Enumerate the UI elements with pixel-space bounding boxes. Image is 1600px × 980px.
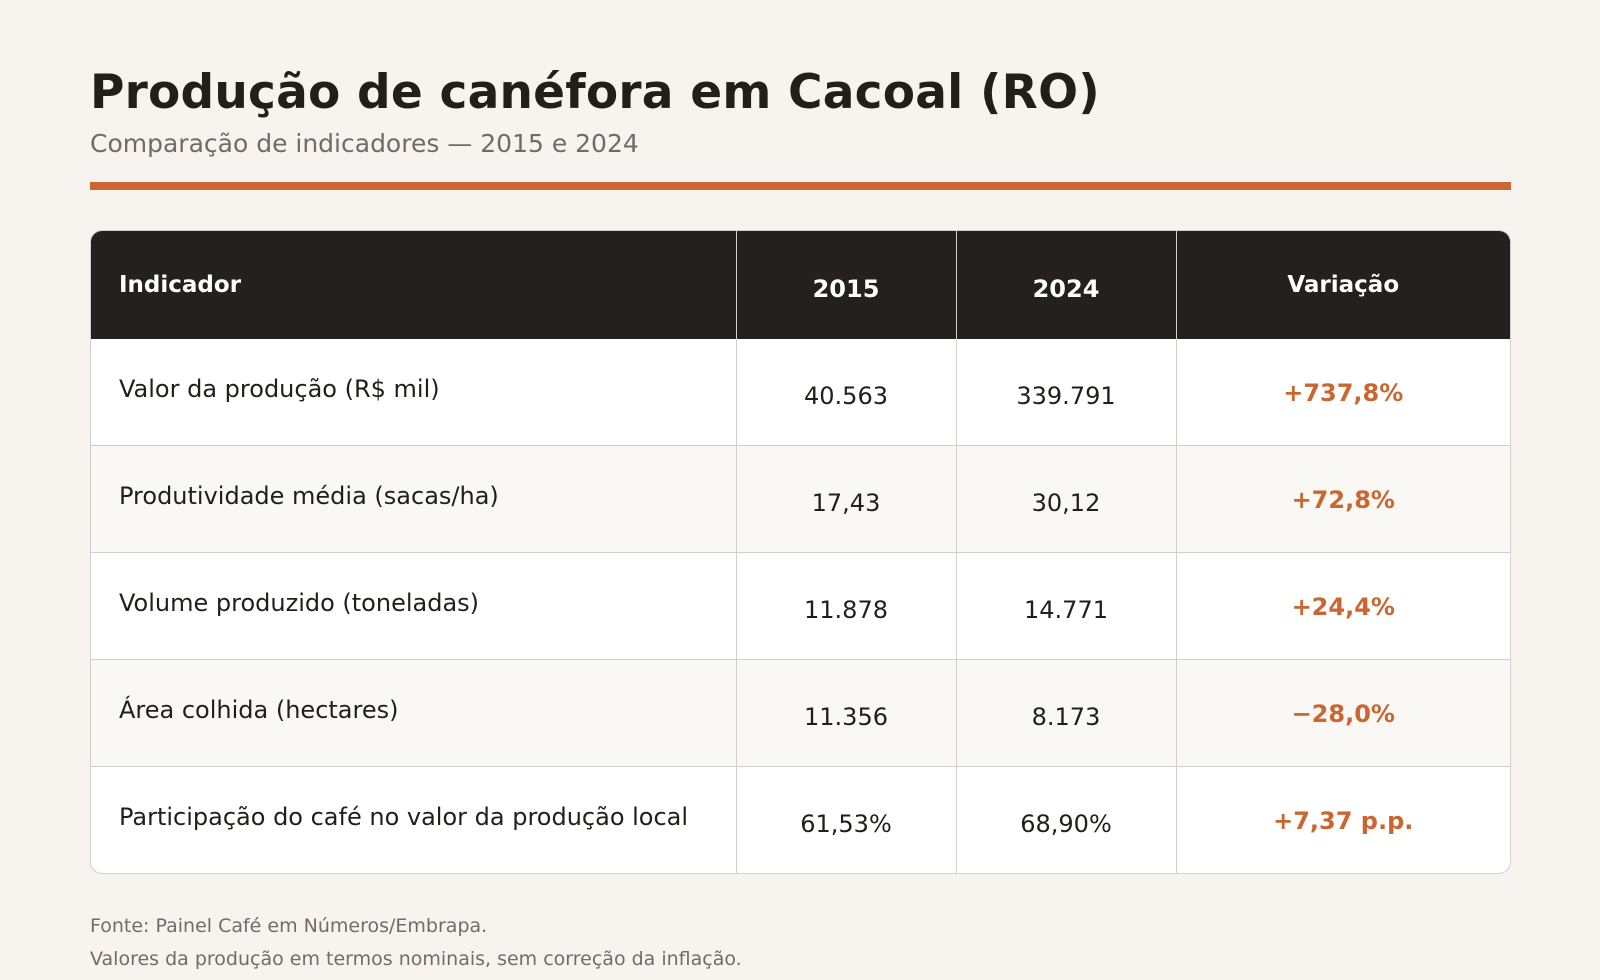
table-header-row: Indicador 2015 2024 Variação	[91, 231, 1510, 339]
column-header-2024: 2024	[955, 231, 1176, 339]
value-2024-cell: 8.173	[955, 659, 1176, 767]
page-title: Produção de canéfora em Cacoal (RO)	[90, 65, 1100, 120]
value-2015-cell: 11.356	[735, 659, 956, 767]
indicator-cell: Volume produzido (toneladas)	[91, 552, 736, 660]
table-row: Volume produzido (toneladas) 11.878 14.7…	[91, 552, 1510, 660]
page-subtitle: Comparação de indicadores — 2015 e 2024	[90, 129, 639, 158]
value-2015-cell: 17,43	[735, 445, 956, 553]
accent-rule	[90, 182, 1511, 190]
variation-cell: +24,4%	[1175, 552, 1510, 660]
value-2024-cell: 68,90%	[955, 766, 1176, 873]
value-2015-cell: 11.878	[735, 552, 956, 660]
value-2024-cell: 339.791	[955, 339, 1176, 446]
variation-cell: +72,8%	[1175, 445, 1510, 553]
table-row: Participação do café no valor da produçã…	[91, 766, 1510, 873]
column-header-indicator: Indicador	[91, 231, 736, 339]
table-row: Produtividade média (sacas/ha) 17,43 30,…	[91, 445, 1510, 553]
indicator-cell: Participação do café no valor da produçã…	[91, 766, 736, 873]
value-2024-cell: 30,12	[955, 445, 1176, 553]
source-note: Fonte: Painel Café em Números/Embrapa.	[90, 915, 488, 937]
variation-cell: +737,8%	[1175, 339, 1510, 446]
table-row: Área colhida (hectares) 11.356 8.173 −28…	[91, 659, 1510, 767]
indicators-table: Indicador 2015 2024 Variação Valor da pr…	[90, 230, 1511, 874]
indicator-cell: Valor da produção (R$ mil)	[119, 375, 440, 403]
footnotes: Fonte: Painel Café em Números/Embrapa. V…	[90, 910, 1511, 976]
indicator-cell: Área colhida (hectares)	[91, 659, 736, 767]
value-2015-cell: 40.563	[735, 339, 956, 446]
value-2015-cell: 61,53%	[735, 766, 956, 873]
column-header-2015: 2015	[735, 231, 956, 339]
indicator-cell: Produtividade média (sacas/ha)	[91, 445, 736, 553]
value-2024-cell: 14.771	[955, 552, 1176, 660]
table-row: Valor da produção (R$ mil) 40.563 339.79…	[91, 339, 1510, 446]
page: Produção de canéfora em Cacoal (RO) Comp…	[90, 64, 1511, 976]
inflation-note: Valores da produção em termos nominais, …	[90, 948, 742, 970]
column-header-variation: Variação	[1175, 231, 1510, 339]
variation-cell: −28,0%	[1175, 659, 1510, 767]
indicators-table-grid: Indicador 2015 2024 Variação Valor da pr…	[91, 231, 1510, 873]
variation-cell: +7,37 p.p.	[1175, 766, 1510, 873]
